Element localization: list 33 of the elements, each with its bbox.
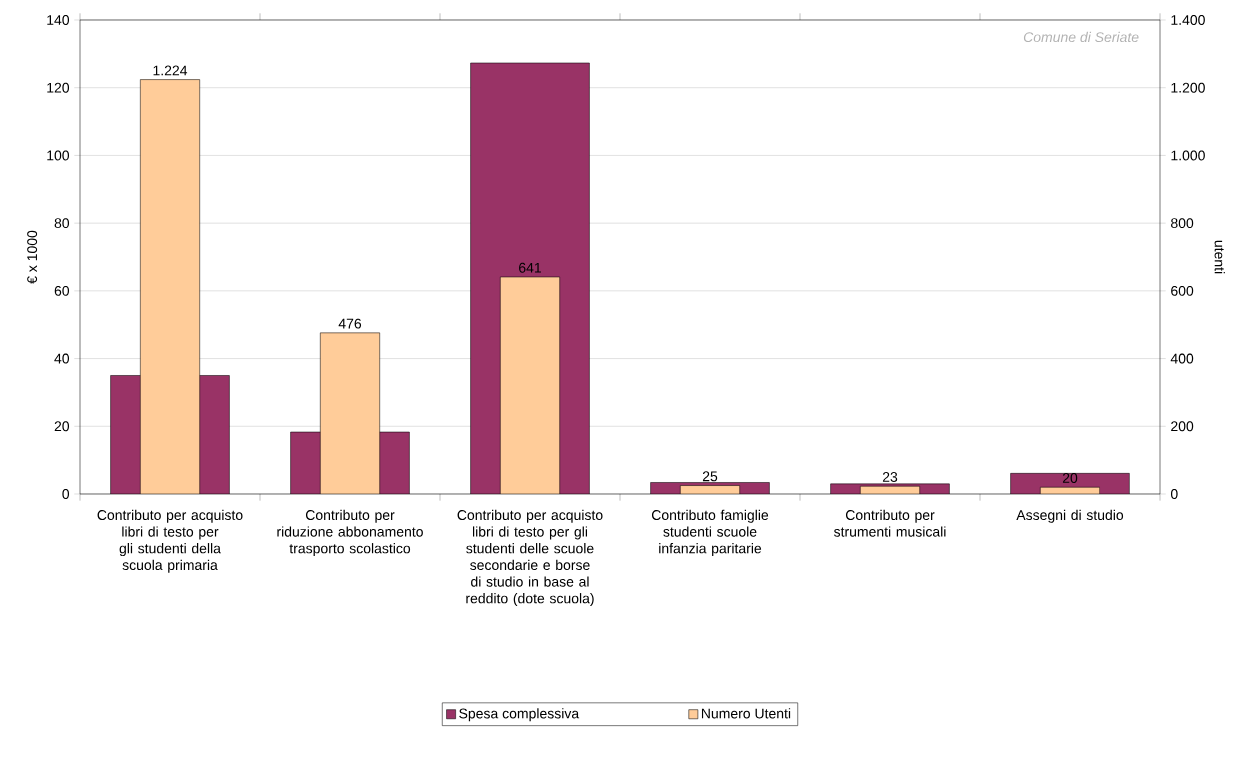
y2-tick-label: 1.000 xyxy=(1171,150,1205,161)
y-axis-title: € x 1000 xyxy=(27,230,38,284)
data-label: 1.224 xyxy=(153,65,188,76)
legend-label: Spesa complessiva xyxy=(459,708,580,722)
y-tick-label: 80 xyxy=(54,218,70,229)
data-label: 25 xyxy=(702,471,718,482)
x-tick-label: Contributo per acquisto libri di testo per gli studenti della scuola primaria xyxy=(97,509,243,573)
y-tick-label: 40 xyxy=(54,353,70,364)
legend-label: Numero Utenti xyxy=(701,708,791,719)
data-label: 23 xyxy=(882,472,898,482)
y2-tick-label: 200 xyxy=(1171,421,1194,432)
x-tick-label: Contributo per acquisto libri di testo per gli studenti delle scuole secondarie e borse di studio in base al reddito (dote scuola) xyxy=(457,509,603,607)
y-tick-label: 20 xyxy=(54,421,70,432)
y2-tick-label: 800 xyxy=(1171,218,1194,229)
x-tick-label: Contributo per strumenti musicali xyxy=(834,509,946,537)
y-tick-label: 120 xyxy=(47,82,70,93)
y-tick-label: 140 xyxy=(47,15,70,25)
x-tick-label: Contributo famiglie studenti scuole infanzia paritarie xyxy=(651,509,769,557)
x-tick-label: Contributo per riduzione abbonamento trasporto scolastico xyxy=(277,509,423,557)
y2-tick-label: 400 xyxy=(1170,353,1194,364)
y-tick-label: 100 xyxy=(47,150,70,161)
data-label: 641 xyxy=(519,262,541,273)
y2-tick-label: 1.200 xyxy=(1171,82,1205,93)
annotation: Comune di Seriate xyxy=(1023,31,1139,43)
data-label: 20 xyxy=(1062,473,1078,483)
data-label: 476 xyxy=(338,318,362,329)
y2-axis-title: utenti xyxy=(1214,240,1225,274)
x-tick-label: Assegni di studio xyxy=(1016,509,1124,523)
y2-tick-label: 1.400 xyxy=(1171,15,1205,25)
y-tick-label: 60 xyxy=(54,285,70,296)
y-tick-label: 0 xyxy=(62,489,70,499)
y2-tick-label: 600 xyxy=(1171,285,1194,296)
y2-tick-label: 0 xyxy=(1170,489,1178,499)
